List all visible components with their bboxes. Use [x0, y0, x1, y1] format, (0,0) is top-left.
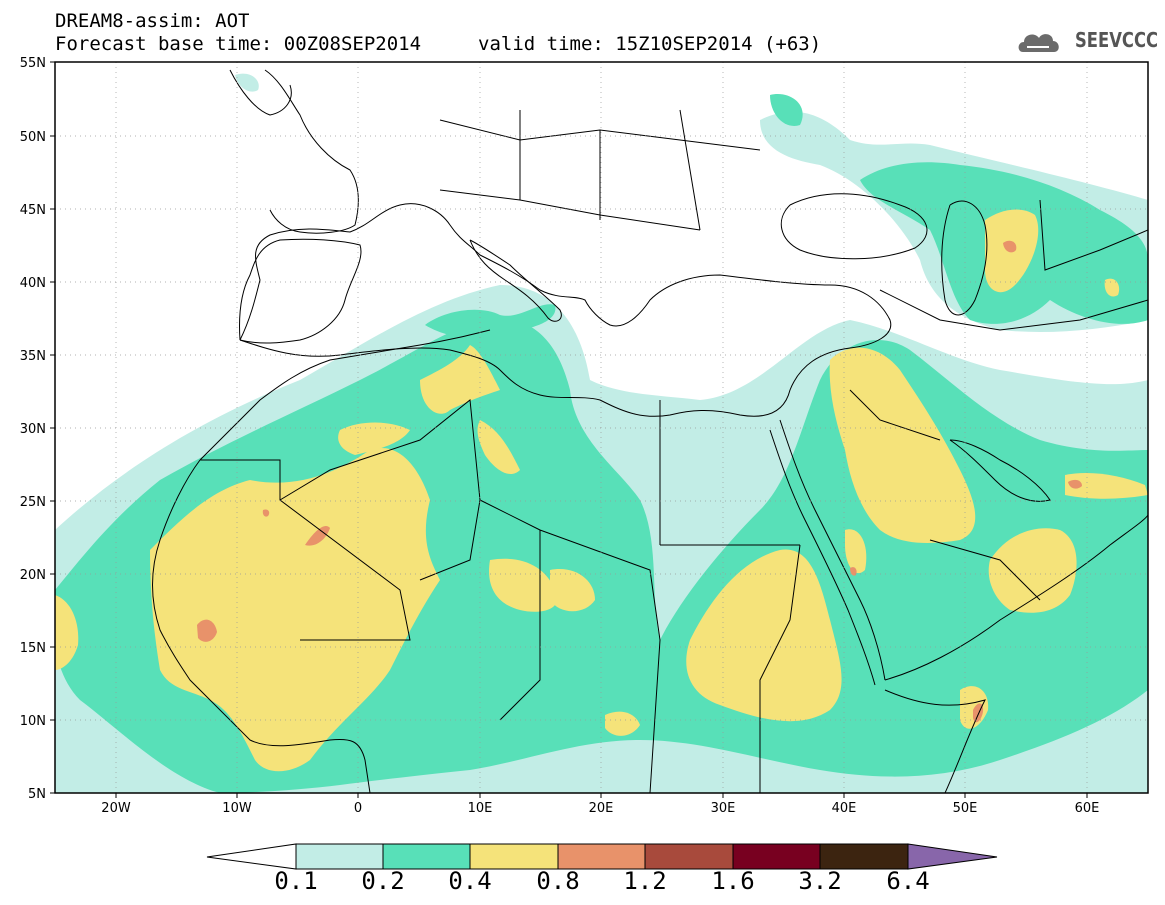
lon-label: 40E: [832, 801, 857, 816]
lat-label: 55N: [20, 56, 46, 71]
lat-label: 40N: [20, 276, 46, 291]
colorbar-label: 6.4: [886, 867, 930, 895]
colorbar-swatch: [644, 843, 734, 870]
colorbar-swatch: [557, 843, 646, 870]
cloud-logo-icon: [1018, 34, 1059, 52]
lat-label: 25N: [20, 495, 46, 510]
coastlines: [152, 69, 1148, 793]
colorbar-label: 0.1: [274, 867, 318, 895]
colorbar: [206, 843, 998, 870]
lat-label: 10N: [20, 714, 46, 729]
graticule: [55, 62, 1148, 793]
lon-label: 0: [354, 801, 362, 816]
colorbar-label: 0.2: [361, 867, 405, 895]
logo-text: SEEVCCC: [1075, 28, 1159, 52]
colorbar-label: 1.6: [711, 867, 755, 895]
lon-label: 30E: [711, 801, 736, 816]
forecast-base-time: Forecast base time: 00Z08SEP2014: [55, 33, 422, 55]
lat-label: 20N: [20, 568, 46, 583]
aot-shading: [55, 73, 1148, 793]
lon-label: 20E: [589, 801, 614, 816]
lat-label: 50N: [20, 130, 46, 145]
colorbar-swatch: [732, 843, 821, 870]
lat-label: 5N: [28, 787, 46, 802]
colorbar-low-arrow: [206, 843, 297, 870]
colorbar-swatch: [295, 843, 384, 870]
colorbar-high-arrow: [907, 843, 998, 870]
lat-label: 15N: [20, 641, 46, 656]
lat-label: 35N: [20, 349, 46, 364]
colorbar-swatch: [382, 843, 471, 870]
lon-label: 60E: [1075, 801, 1100, 816]
colorbar-swatch: [819, 843, 909, 870]
lon-label: 20W: [101, 801, 131, 816]
colorbar-label: 0.4: [448, 867, 492, 895]
lon-label: 10E: [468, 801, 493, 816]
valid-time: valid time: 15Z10SEP2014 (+63): [478, 33, 822, 55]
lon-label: 50E: [953, 801, 978, 816]
lat-label: 45N: [20, 203, 46, 218]
colorbar-label: 3.2: [798, 867, 842, 895]
colorbar-swatch: [469, 843, 559, 870]
map-title: DREAM8-assim: AOT: [55, 10, 250, 32]
lon-label: 10W: [222, 801, 252, 816]
colorbar-label: 1.2: [623, 867, 667, 895]
lat-label: 30N: [20, 422, 46, 437]
colorbar-label: 0.8: [536, 867, 580, 895]
